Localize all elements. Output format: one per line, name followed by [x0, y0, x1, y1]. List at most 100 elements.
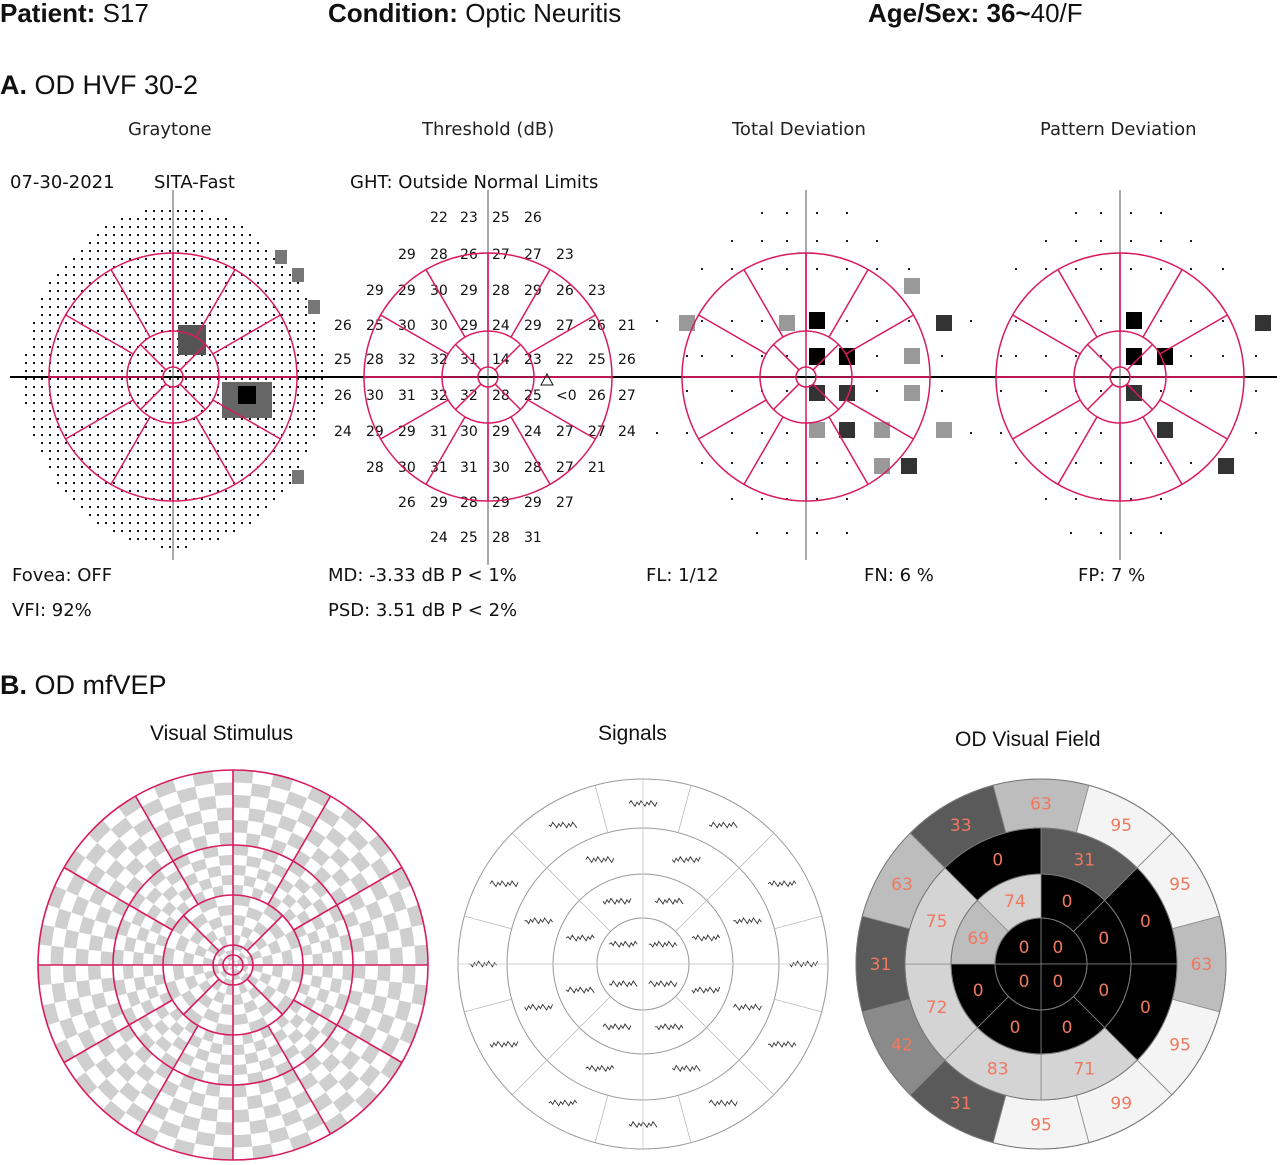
deviation-dot: [846, 268, 848, 270]
graytone-dot: [41, 378, 43, 380]
graytone-dot: [217, 290, 219, 292]
graytone-dot: [305, 338, 307, 340]
deviation-dot: [1130, 532, 1132, 534]
graytone-dot: [321, 402, 323, 404]
graytone-dot: [161, 538, 163, 540]
threshold-value: <0: [556, 388, 577, 404]
stimulus-check: [330, 847, 351, 868]
deviation-dot: [970, 320, 972, 322]
deviation-dot: [1045, 240, 1047, 242]
graytone-dot: [249, 282, 251, 284]
graytone-dot: [137, 386, 139, 388]
stimulus-check: [71, 895, 90, 917]
graytone-dot: [185, 418, 187, 420]
stimulus-check: [271, 965, 283, 978]
graytone-dot: [129, 362, 131, 364]
graytone-dot: [73, 410, 75, 412]
graytone-dot: [241, 242, 243, 244]
graytone-dot: [89, 482, 91, 484]
graytone-dot: [89, 330, 91, 332]
graytone-dot: [313, 354, 315, 356]
graytone-dot: [297, 450, 299, 452]
graytone-dot: [153, 522, 155, 524]
graytone-dot: [145, 250, 147, 252]
graytone-dot: [145, 490, 147, 492]
graytone-dot: [49, 434, 51, 436]
overlay-spoke: [698, 399, 767, 440]
graytone-dot: [313, 402, 315, 404]
stimulus-check: [39, 924, 55, 946]
graytone-dot: [73, 322, 75, 324]
graytone-dot: [225, 450, 227, 452]
graytone-dot: [185, 426, 187, 428]
graytone-dot: [57, 282, 59, 284]
graytone-dot: [201, 306, 203, 308]
graytone-dot: [25, 354, 27, 356]
signal-trace: [548, 821, 578, 829]
graytone-dot: [177, 410, 179, 412]
graytone-dot: [265, 258, 267, 260]
graytone-dot: [289, 378, 291, 380]
graytone-dot: [265, 298, 267, 300]
stimulus-check: [244, 1051, 259, 1065]
deviation-dot: [1130, 498, 1132, 500]
stimulus-check: [213, 990, 226, 1004]
graytone-dot: [273, 298, 275, 300]
graytone-dot: [121, 474, 123, 476]
stimulus-check: [263, 904, 283, 923]
stimulus-check: [238, 982, 248, 994]
graytone-dot: [185, 234, 187, 236]
graytone-dot: [105, 458, 107, 460]
overlay-spoke: [454, 383, 482, 411]
stimulus-check: [359, 920, 375, 938]
graytone-dot: [185, 258, 187, 260]
graytone-dot: [169, 426, 171, 428]
graytone-dot: [177, 426, 179, 428]
graytone-dot: [297, 370, 299, 372]
graytone-dot: [121, 290, 123, 292]
stimulus-check: [332, 950, 343, 965]
graytone-dot: [57, 394, 59, 396]
stimulus-check: [85, 842, 107, 866]
graytone-dot: [137, 410, 139, 412]
graytone-dot: [129, 298, 131, 300]
signal-trace: [691, 934, 721, 942]
graytone-dot: [49, 282, 51, 284]
graytone-dot: [177, 274, 179, 276]
deviation-speckle: [779, 315, 795, 331]
graytone-dot: [233, 242, 235, 244]
graytone-dot: [201, 482, 203, 484]
graytone-dot: [169, 362, 171, 364]
threshold-value: 31: [430, 460, 448, 476]
signals-divider: [511, 1059, 548, 1096]
stimulus-check: [250, 950, 262, 960]
deviation-dot: [1100, 532, 1102, 534]
graytone-dot: [65, 338, 67, 340]
stimulus-check: [248, 986, 262, 1000]
graytone-dot: [193, 370, 195, 372]
graytone-dot: [297, 386, 299, 388]
deviation-dot: [1190, 355, 1192, 357]
graytone-dot: [321, 378, 323, 380]
graytone-dot: [241, 322, 243, 324]
graytone-dot: [153, 458, 155, 460]
stimulus-check: [122, 1007, 138, 1025]
graytone-dot: [233, 290, 235, 292]
graytone-dot: [153, 514, 155, 516]
graytone-dot: [257, 242, 259, 244]
graytone-dot: [281, 378, 283, 380]
graytone-dot: [313, 418, 315, 420]
stimulus-check: [107, 879, 126, 899]
graytone-dot: [193, 458, 195, 460]
graytone-dot: [57, 386, 59, 388]
deviation-dot: [816, 462, 818, 464]
graytone-dot: [65, 378, 67, 380]
graytone-dot: [289, 394, 291, 396]
deviation-dot: [1100, 355, 1102, 357]
vfi-value: VFI: 92%: [12, 600, 92, 621]
graytone-dot: [73, 306, 75, 308]
graytone-dot: [313, 410, 315, 412]
graytone-dot: [273, 410, 275, 412]
graytone-dot: [33, 338, 35, 340]
graytone-dot: [73, 282, 75, 284]
